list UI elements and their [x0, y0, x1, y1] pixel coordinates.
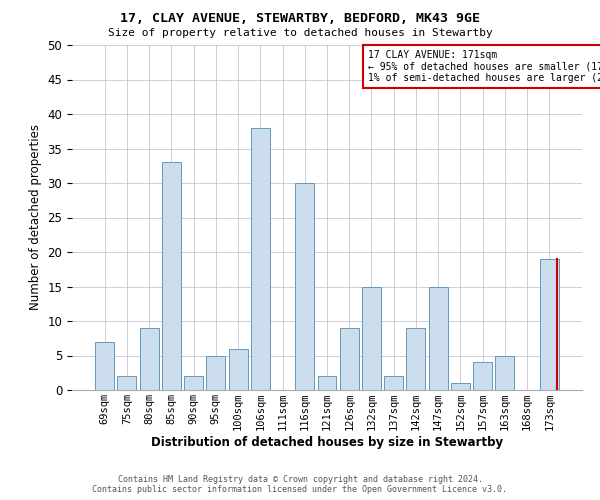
X-axis label: Distribution of detached houses by size in Stewartby: Distribution of detached houses by size … [151, 436, 503, 449]
Bar [184, 376, 203, 390]
Bar [340, 328, 359, 390]
Text: 17 CLAY AVENUE: 171sqm
← 95% of detached houses are smaller (177)
1% of semi-det: 17 CLAY AVENUE: 171sqm ← 95% of detached… [368, 50, 600, 84]
Bar [118, 376, 136, 390]
Bar [162, 162, 181, 390]
Bar [317, 376, 337, 390]
Y-axis label: Number of detached properties: Number of detached properties [29, 124, 42, 310]
Bar [362, 286, 381, 390]
Text: Size of property relative to detached houses in Stewartby: Size of property relative to detached ho… [107, 28, 493, 38]
Bar [473, 362, 492, 390]
Bar [229, 348, 248, 390]
Text: 17, CLAY AVENUE, STEWARTBY, BEDFORD, MK43 9GE: 17, CLAY AVENUE, STEWARTBY, BEDFORD, MK4… [120, 12, 480, 26]
Bar [384, 376, 403, 390]
Bar [295, 183, 314, 390]
Bar [206, 356, 225, 390]
Bar [140, 328, 158, 390]
Bar [496, 356, 514, 390]
Text: Contains HM Land Registry data © Crown copyright and database right 2024.
Contai: Contains HM Land Registry data © Crown c… [92, 474, 508, 494]
Bar [429, 286, 448, 390]
Bar [451, 383, 470, 390]
Bar [251, 128, 270, 390]
Bar [540, 259, 559, 390]
Bar [95, 342, 114, 390]
Bar [406, 328, 425, 390]
